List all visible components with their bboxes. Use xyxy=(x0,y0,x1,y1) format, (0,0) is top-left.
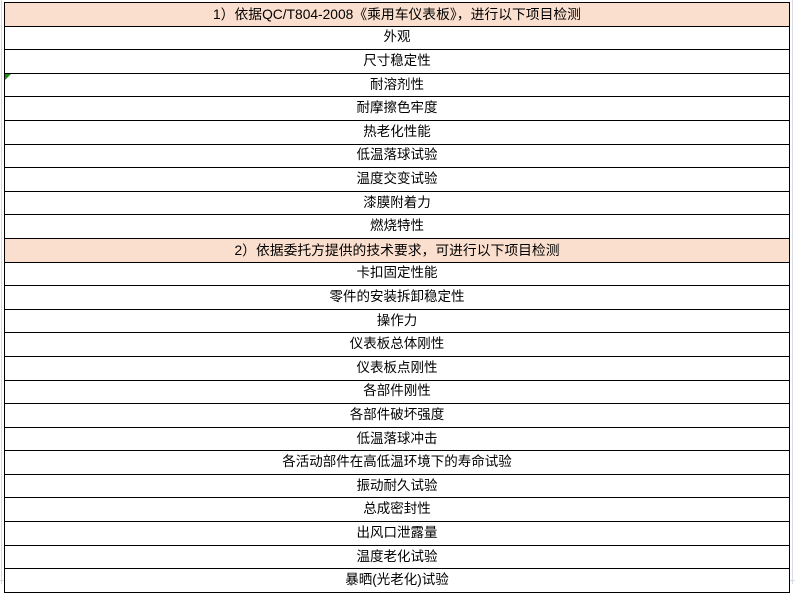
gridline-left xyxy=(1,0,2,584)
table-row[interactable]: 低温落球冲击 xyxy=(4,426,790,452)
table-row[interactable]: 暴晒(光老化)试验 xyxy=(4,568,790,593)
table-row[interactable]: 外观 xyxy=(4,25,790,51)
table-body: 1）依据QC/T804-2008《乘用车仪表板》，进行以下项目检测 外观 尺寸稳定性… xyxy=(4,2,790,593)
inspection-item-cell[interactable]: 外观 xyxy=(4,25,790,51)
inspection-item-cell[interactable]: 尺寸稳定性 xyxy=(4,49,790,74)
table-row[interactable]: 卡扣固定性能 xyxy=(4,261,790,287)
table-row[interactable]: 温度老化试验 xyxy=(4,544,790,570)
inspection-item-cell[interactable]: 低温落球试验 xyxy=(4,143,790,169)
inspection-items-table: 1）依据QC/T804-2008《乘用车仪表板》，进行以下项目检测 外观 尺寸稳定性… xyxy=(4,2,790,593)
table-row[interactable]: 仪表板总体刚性 xyxy=(4,332,790,357)
table-row[interactable]: 热老化性能 xyxy=(4,119,790,145)
table-row[interactable]: 漆膜附着力 xyxy=(4,190,790,216)
table-row[interactable]: 各部件刚性 xyxy=(4,379,790,405)
inspection-item-cell[interactable]: 各部件破坏强度 xyxy=(4,403,790,428)
inspection-item-cell[interactable]: 各部件刚性 xyxy=(4,379,790,405)
inspection-item-cell[interactable]: 漆膜附着力 xyxy=(4,190,790,216)
inspection-item-cell[interactable]: 各活动部件在高低温环境下的寿命试验 xyxy=(4,450,790,475)
inspection-item-cell[interactable]: 振动耐久试验 xyxy=(4,473,790,499)
inspection-item-cell[interactable]: 卡扣固定性能 xyxy=(4,261,790,287)
inspection-item-cell[interactable]: 热老化性能 xyxy=(4,119,790,145)
table-row[interactable]: 耐溶剂性 xyxy=(4,72,790,98)
inspection-item-cell[interactable]: 总成密封性 xyxy=(4,497,790,523)
section-header-cell[interactable]: 2）依据委托方提供的技术要求，可进行以下项目检测 xyxy=(4,237,790,263)
section-header-row[interactable]: 2）依据委托方提供的技术要求，可进行以下项目检测 xyxy=(4,237,790,263)
section-header-row[interactable]: 1）依据QC/T804-2008《乘用车仪表板》，进行以下项目检测 xyxy=(4,2,790,27)
table-row[interactable]: 操作力 xyxy=(4,308,790,334)
inspection-item-cell[interactable]: 仪表板点刚性 xyxy=(4,355,790,381)
inspection-item-cell[interactable]: 暴晒(光老化)试验 xyxy=(4,568,790,593)
gridline-right xyxy=(792,0,793,584)
table-row[interactable]: 低温落球试验 xyxy=(4,143,790,169)
inspection-item-cell[interactable]: 操作力 xyxy=(4,308,790,334)
table-row[interactable]: 总成密封性 xyxy=(4,497,790,523)
inspection-item-cell[interactable]: 零件的安装拆卸稳定性 xyxy=(4,285,790,310)
inspection-item-cell[interactable]: 低温落球冲击 xyxy=(4,426,790,452)
inspection-item-cell[interactable]: 温度交变试验 xyxy=(4,167,790,192)
table-row[interactable]: 零件的安装拆卸稳定性 xyxy=(4,285,790,310)
inspection-item-cell[interactable]: 出风口泄露量 xyxy=(4,521,790,546)
inspection-item-cell[interactable]: 耐溶剂性 xyxy=(4,72,790,98)
inspection-item-cell[interactable]: 耐摩擦色牢度 xyxy=(4,96,790,121)
inspection-item-cell[interactable]: 温度老化试验 xyxy=(4,544,790,570)
table-row[interactable]: 燃烧特性 xyxy=(4,214,790,239)
table-row[interactable]: 温度交变试验 xyxy=(4,167,790,192)
table-row[interactable]: 尺寸稳定性 xyxy=(4,49,790,74)
green-comment-triangle-icon xyxy=(5,73,11,80)
table-row[interactable]: 各活动部件在高低温环境下的寿命试验 xyxy=(4,450,790,475)
table-row[interactable]: 各部件破坏强度 xyxy=(4,403,790,428)
section-header-cell[interactable]: 1）依据QC/T804-2008《乘用车仪表板》，进行以下项目检测 xyxy=(4,2,790,27)
inspection-item-cell[interactable]: 仪表板总体刚性 xyxy=(4,332,790,357)
inspection-item-cell[interactable]: 燃烧特性 xyxy=(4,214,790,239)
table-row[interactable]: 振动耐久试验 xyxy=(4,473,790,499)
table-row[interactable]: 仪表板点刚性 xyxy=(4,355,790,381)
table-row[interactable]: 耐摩擦色牢度 xyxy=(4,96,790,121)
table-row[interactable]: 出风口泄露量 xyxy=(4,521,790,546)
